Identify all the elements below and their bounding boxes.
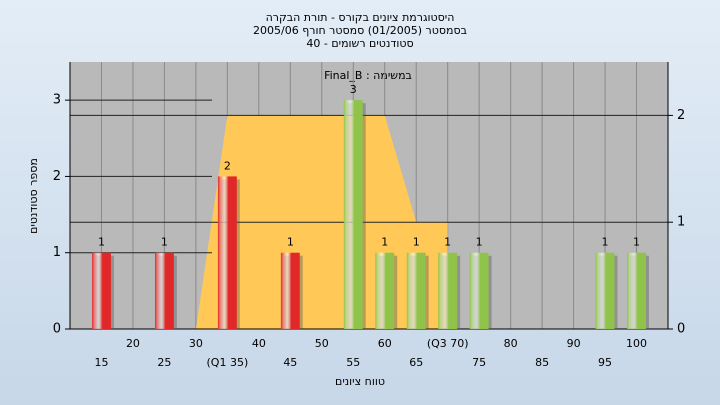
bar (280, 252, 300, 329)
x-tick-label: 50 (315, 337, 329, 350)
data-label: 1 (602, 236, 609, 249)
x-tick-label: 20 (126, 337, 140, 350)
bar (375, 252, 395, 329)
chart-subtitle: בסמסטר (01/2005) סמסטר חורף 2005/06 (253, 24, 467, 37)
x-tick-label: 100 (626, 337, 647, 350)
data-label: 3 (350, 83, 357, 96)
bar (469, 252, 489, 329)
x-tick-label: 75 (472, 356, 486, 369)
y-tick-label: 3 (53, 93, 61, 108)
x-tick-label: 25 (157, 356, 171, 369)
x-tick-label: 40 (252, 337, 266, 350)
data-label: 1 (98, 236, 105, 249)
x-tick-label: (Q3 70) (427, 337, 469, 350)
annotation: במשימה : Final_B (324, 69, 412, 82)
data-label: 1 (444, 236, 451, 249)
bar (406, 252, 426, 329)
y-tick-label: 1 (53, 245, 61, 260)
x-tick-label: 90 (567, 337, 581, 350)
x-tick-label: 30 (189, 337, 203, 350)
bar (92, 252, 111, 329)
y-tick-label: 2 (53, 169, 61, 184)
data-label: 1 (161, 236, 168, 249)
bar (154, 252, 174, 329)
y-tick-label: 0 (53, 322, 61, 337)
x-tick-label: 65 (409, 356, 423, 369)
data-label: 1 (476, 236, 483, 249)
x-axis-label: טווח ציונים (335, 375, 385, 388)
x-tick-label: 55 (346, 356, 360, 369)
y2-tick-label: 1 (677, 215, 685, 230)
chart-subtitle: סטודנטים רשומים - 40 (306, 37, 413, 50)
x-tick-label: 60 (378, 337, 392, 350)
data-label: 1 (633, 236, 640, 249)
y-axis-label: מספר סטודנטים (27, 158, 40, 234)
x-tick-label: (Q1 35) (207, 356, 249, 369)
chart-title: היסטוגרמת ציונים בקורס - תורת הבקרה (266, 11, 455, 24)
bar (595, 252, 615, 329)
bar (343, 100, 363, 330)
bar (627, 252, 646, 329)
y2-tick-label: 2 (677, 108, 685, 123)
data-label: 1 (287, 236, 294, 249)
data-label: 1 (413, 236, 420, 249)
x-tick-label: 85 (535, 356, 549, 369)
bar (217, 176, 237, 329)
y2-tick-label: 0 (677, 322, 685, 337)
x-tick-label: 95 (598, 356, 612, 369)
bar (438, 252, 458, 329)
x-tick-label: 15 (94, 356, 108, 369)
x-tick-label: 45 (283, 356, 297, 369)
data-label: 1 (381, 236, 388, 249)
x-tick-label: 80 (504, 337, 518, 350)
data-label: 2 (224, 159, 231, 172)
